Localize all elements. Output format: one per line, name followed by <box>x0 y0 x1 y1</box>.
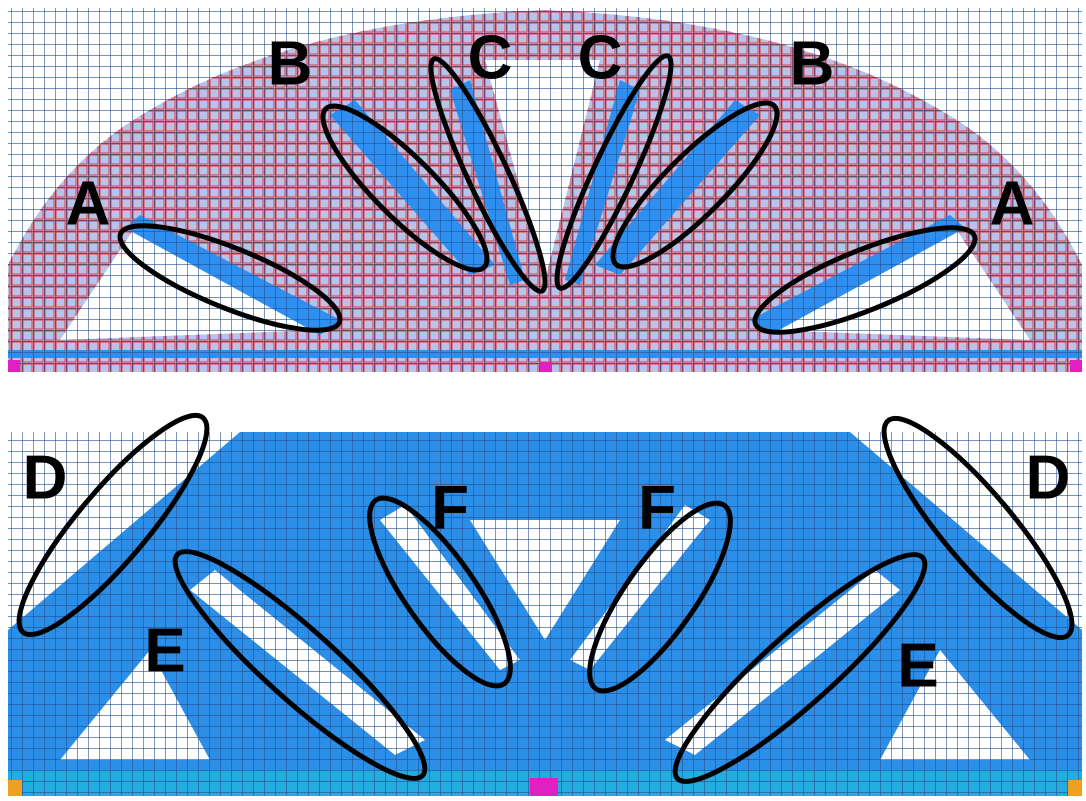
region-label: E <box>144 616 185 685</box>
region-label: A <box>990 169 1035 238</box>
region-label: D <box>23 443 68 512</box>
region-label: C <box>468 23 513 92</box>
figure: A B C C B A D F F D E <box>0 0 1086 801</box>
bottom-panel <box>8 432 1082 796</box>
region-label: D <box>1026 443 1071 512</box>
region-label: B <box>790 29 835 98</box>
region-label: C <box>578 23 623 92</box>
region-label: F <box>638 473 676 542</box>
region-label: F <box>431 473 469 542</box>
region-label: A <box>66 169 111 238</box>
region-label: B <box>268 29 313 98</box>
top-panel <box>8 8 1082 372</box>
region-label: E <box>897 631 938 700</box>
